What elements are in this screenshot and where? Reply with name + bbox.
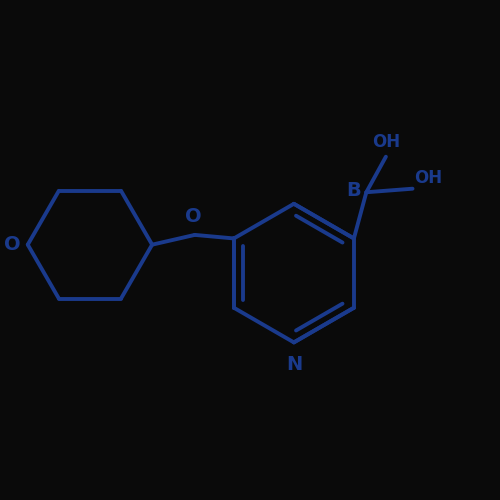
Text: OH: OH — [414, 169, 442, 187]
Text: N: N — [286, 355, 302, 374]
Text: B: B — [346, 181, 361, 200]
Text: O: O — [4, 235, 20, 254]
Text: O: O — [184, 207, 202, 226]
Text: OH: OH — [372, 134, 400, 152]
